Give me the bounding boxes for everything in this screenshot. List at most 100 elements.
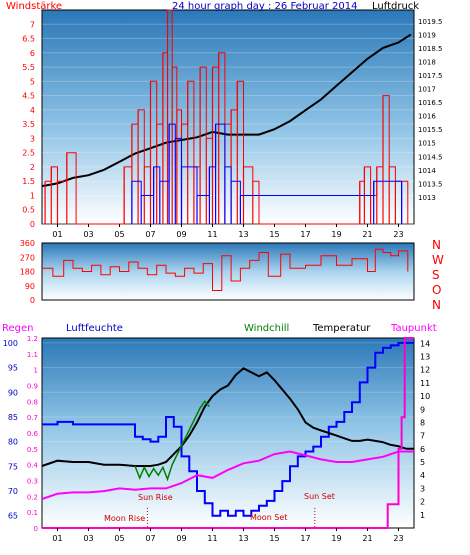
humidity-tick-label: 70 (8, 487, 18, 496)
pressure-tick-label: 1013.5 (418, 180, 443, 188)
temperature-tick-label: 8 (420, 418, 425, 427)
humidity-tick-label: 75 (8, 462, 18, 471)
moon-rise-label: Moon Rise (104, 514, 145, 523)
hour-tick-label-bottom: 17 (300, 534, 310, 543)
hour-tick-label: 17 (300, 230, 310, 239)
temperature-tick-label: 9 (420, 405, 425, 414)
pressure-tick-label: 1014.5 (418, 153, 443, 161)
rain-tick-label: 1 (34, 367, 38, 375)
hour-tick-label: 23 (393, 230, 403, 239)
wind-tick-label: 0.5 (22, 206, 35, 215)
temperature-label: Temperatur (312, 323, 371, 334)
humidity-tick-label: 65 (8, 512, 18, 521)
wind-tick-label: 2 (30, 163, 35, 172)
dewpoint-line (41, 450, 414, 500)
wind-tick-label: 3 (30, 134, 35, 143)
hour-tick-label-bottom: 01 (52, 534, 62, 543)
compass-letter: N (432, 238, 441, 252)
panel-wind-pressure (41, 9, 415, 225)
wind-tick-label: 5 (30, 77, 35, 86)
pressure-tick-label: 1016 (418, 113, 436, 121)
compass-letter: O (432, 283, 441, 297)
humidity-tick-label: 90 (8, 388, 18, 397)
pressure-axis-title: Luftdruck (372, 1, 419, 12)
temperature-tick-label: 4 (420, 471, 425, 480)
rain-line (42, 337, 414, 529)
pressure-tick-label: 1019 (418, 31, 436, 39)
rain-tick-label: 0.1 (27, 509, 38, 517)
humidity-tick-label: 80 (8, 438, 18, 447)
rain-tick-label: 0 (34, 525, 38, 533)
windchill-label: Windchill (244, 323, 289, 334)
rain-tick-label: 0.2 (27, 493, 38, 501)
wind-tick-label: 0 (30, 220, 35, 229)
rain-tick-label: 1.1 (27, 351, 38, 359)
pressure-tick-label: 1014 (418, 167, 436, 175)
temperature-tick-label: 3 (420, 484, 425, 493)
hour-tick-label: 13 (238, 230, 248, 239)
compass-letter: S (432, 268, 440, 282)
pressure-tick-label: 1017.5 (418, 72, 443, 80)
hour-tick-label-bottom: 11 (207, 534, 217, 543)
humidity-tick-label: 100 (3, 339, 18, 348)
grid-layer (42, 23, 414, 517)
temperature-line (41, 367, 414, 467)
rain-tick-label: 1.2 (27, 335, 38, 343)
dewpoint-label: Taupunkt (390, 323, 437, 334)
wind-axis-title: Windstärke (6, 1, 62, 12)
wind-tick-label: 1 (30, 191, 35, 200)
wind-tick-label: 7 (30, 20, 35, 29)
pressure-tick-label: 1018.5 (418, 45, 443, 53)
hour-tick-label: 21 (362, 230, 372, 239)
hour-tick-label-bottom: 13 (238, 534, 248, 543)
temperature-tick-label: 5 (420, 458, 425, 467)
temperature-tick-label: 14 (420, 339, 430, 348)
wind-tick-label: 6.5 (22, 35, 35, 44)
wind-speed-line (45, 9, 409, 225)
hour-tick-label-bottom: 15 (269, 534, 279, 543)
hour-tick-label-bottom: 21 (362, 534, 372, 543)
temperature-tick-label: 6 (420, 445, 425, 454)
humidity-axis-title: Luftfeuchte (66, 323, 123, 334)
compass-letter: N (432, 298, 441, 312)
hour-tick-label-bottom: 23 (393, 534, 403, 543)
temperature-tick-label: 12 (420, 366, 430, 375)
pressure-tick-label: 1017 (418, 86, 436, 94)
moon-set-label: Moon Set (250, 513, 287, 522)
temperature-tick-label: 7 (420, 432, 425, 441)
hour-tick-label-bottom: 09 (176, 534, 186, 543)
rain-axis-title: Regen (2, 323, 34, 334)
humidity-line (42, 341, 414, 517)
pressure-line (41, 33, 412, 188)
rain-tick-label: 0.9 (27, 383, 38, 391)
hour-tick-label: 09 (176, 230, 186, 239)
sun-rise-label: Sun Rise (138, 493, 173, 502)
temperature-tick-label: 11 (420, 379, 430, 388)
wind-tick-label: 1.5 (22, 177, 35, 186)
temperature-tick-label: 2 (420, 498, 425, 507)
humidity-tick-label: 85 (8, 413, 18, 422)
wind-tick-label: 4.5 (22, 92, 35, 101)
rain-tick-label: 0.7 (27, 414, 38, 422)
wind-tick-label: 5.5 (22, 63, 35, 72)
hour-tick-label-bottom: 03 (83, 534, 93, 543)
direction-tick-label: 180 (20, 268, 35, 277)
series-layer (41, 9, 414, 529)
compass-letter: W (432, 253, 444, 267)
temperature-tick-label: 1 (420, 511, 425, 520)
hour-tick-label-bottom: 19 (331, 534, 341, 543)
wind-tick-label: 4 (30, 106, 35, 115)
tick-layer: 00.511.522.533.544.555.566.5710131013.51… (3, 18, 444, 543)
wind-gust-line (131, 123, 402, 196)
pressure-tick-label: 1016.5 (418, 99, 443, 107)
pressure-tick-label: 1015 (418, 140, 436, 148)
rain-tick-label: 0.8 (27, 398, 38, 406)
panel-wind-direction (41, 242, 415, 301)
direction-tick-label: 270 (20, 253, 35, 262)
hour-tick-label: 01 (52, 230, 62, 239)
wind-direction-line (42, 248, 409, 291)
humidity-tick-label: 95 (8, 364, 18, 373)
hour-tick-label: 11 (207, 230, 217, 239)
windchill-line (134, 400, 210, 482)
